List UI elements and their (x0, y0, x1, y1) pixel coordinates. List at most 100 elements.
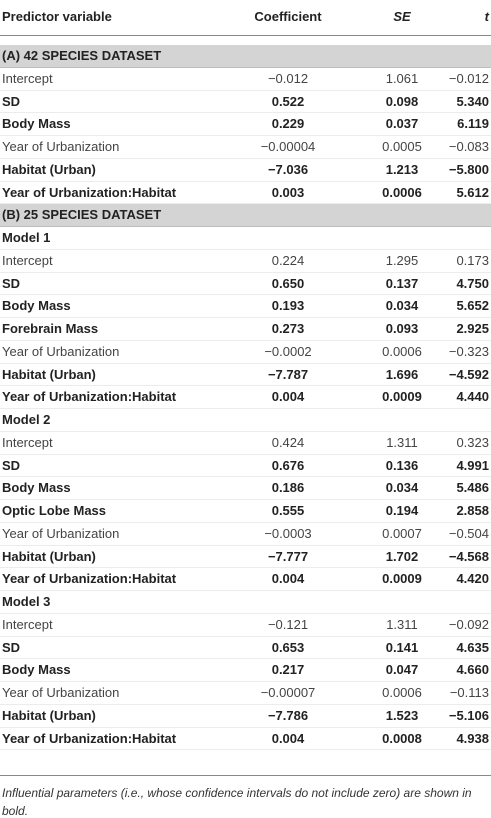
row-label: Forebrain Mass (2, 321, 99, 336)
table-cell: −0.121 (267, 616, 309, 632)
bottom-rule (0, 775, 491, 776)
table-cell: 0.047 (385, 662, 419, 678)
header-rule (0, 35, 491, 36)
row-line (0, 591, 491, 614)
row-line (0, 136, 491, 159)
table-cell: 0.093 (385, 321, 419, 336)
table-cell: −0.0002 (264, 343, 312, 359)
table-cell: −7.036 (267, 161, 309, 177)
row-label: Year of Urbanization (2, 525, 120, 541)
table-cell: 4.991 (456, 457, 489, 473)
table-cell: 0.004 (271, 571, 305, 587)
section-label: (A) 42 SPECIES DATASET (2, 48, 162, 63)
column-header: Predictor variable (2, 9, 112, 24)
table-cell: 4.750 (456, 275, 489, 291)
table-cell: 0.034 (385, 480, 419, 496)
table-cell: 0.650 (271, 275, 305, 291)
table-cell: 0.653 (271, 639, 305, 655)
row-line (0, 500, 491, 523)
row-label: Body Mass (2, 298, 71, 314)
table-cell: 1.061 (385, 70, 419, 86)
table-cell: 1.311 (386, 434, 418, 450)
row-label: SD (2, 93, 21, 109)
footnote: Influential parameters (i.e., whose conf… (2, 786, 472, 818)
table-cell: 0.0006 (382, 343, 422, 359)
row-label: Habitat (Urban) (2, 707, 96, 723)
table-cell: 1.523 (385, 707, 419, 723)
table-cell: 5.612 (456, 184, 489, 200)
table-cell: 1.702 (385, 548, 419, 564)
row-line (0, 477, 491, 500)
table-cell: 0.0006 (382, 184, 422, 200)
row-line (0, 409, 491, 432)
row-line (0, 91, 491, 114)
table-cell: 0.0007 (382, 525, 422, 541)
table-cell: −0.00007 (260, 685, 316, 700)
row-label: Body Mass (2, 662, 71, 678)
row-label: SD (2, 457, 21, 473)
row-line (0, 523, 491, 546)
table-cell: 0.194 (385, 503, 419, 518)
row-label: Year of Urbanization (2, 685, 120, 700)
table-cell: 4.635 (456, 639, 489, 655)
row-line (0, 728, 491, 751)
row-line (0, 432, 491, 455)
section-band (0, 204, 491, 227)
table-cell: 0.0009 (382, 571, 422, 587)
table-cell: 0.0005 (382, 139, 422, 154)
table-cell: 0.004 (271, 730, 305, 746)
table-cell: 0.136 (385, 457, 419, 473)
table-cell: 4.660 (456, 662, 489, 678)
table-cell: 1.696 (385, 366, 419, 382)
row-label: Year of Urbanization:Habitat (2, 184, 177, 200)
table-cell: −7.787 (267, 366, 309, 382)
table-cell: −4.592 (448, 366, 489, 382)
row-line (0, 637, 491, 660)
table-cell: −4.568 (448, 548, 489, 564)
table-cell: −0.504 (448, 525, 489, 541)
table-cell: 0.037 (385, 116, 419, 132)
section-label: Model 2 (2, 412, 51, 427)
row-label: Year of Urbanization:Habitat (2, 571, 177, 587)
row-label: Optic Lobe Mass (2, 503, 107, 518)
row-line (0, 568, 491, 591)
row-label: Body Mass (2, 480, 71, 496)
table-cell: 0.424 (271, 434, 305, 450)
row-label: Body Mass (2, 116, 71, 132)
table-cell: 4.420 (456, 571, 489, 587)
table-cell: 0.173 (456, 252, 489, 268)
table-cell: −0.012 (267, 70, 309, 86)
row-line (0, 705, 491, 728)
table-cell: 0.004 (271, 389, 305, 405)
table-cell: −5.106 (448, 707, 489, 723)
table-cell: 0.522 (271, 93, 305, 109)
table-cell: 6.119 (457, 116, 489, 132)
row-label: Habitat (Urban) (2, 161, 96, 177)
column-header: SE (393, 9, 411, 24)
row-label: Intercept (2, 434, 53, 450)
table-cell: 0.034 (385, 298, 419, 314)
row-label: SD (2, 275, 21, 291)
table-cell: 0.676 (271, 457, 305, 473)
table-cell: 0.229 (271, 116, 305, 132)
row-line (0, 113, 491, 136)
table-cell: −0.0003 (264, 525, 312, 541)
row-label: Habitat (Urban) (2, 366, 96, 382)
row-line (0, 364, 491, 387)
table-cell: 0.193 (271, 298, 305, 314)
row-line (0, 341, 491, 364)
table-cell: 5.340 (456, 93, 489, 109)
row-line (0, 68, 491, 91)
row-label: Intercept (2, 70, 53, 86)
row-label: Intercept (2, 252, 53, 268)
table-cell: 5.652 (456, 298, 489, 314)
table-cell: 0.323 (456, 434, 489, 450)
table-cell: 0.186 (271, 480, 305, 496)
table-cell: 5.486 (456, 480, 489, 496)
table-cell: 1.311 (386, 616, 418, 632)
table-cell: 4.440 (456, 389, 489, 405)
table-cell: −0.092 (448, 616, 489, 632)
table-cell: 0.0009 (382, 389, 422, 405)
table-cell: −0.00004 (260, 139, 316, 154)
row-line (0, 159, 491, 182)
